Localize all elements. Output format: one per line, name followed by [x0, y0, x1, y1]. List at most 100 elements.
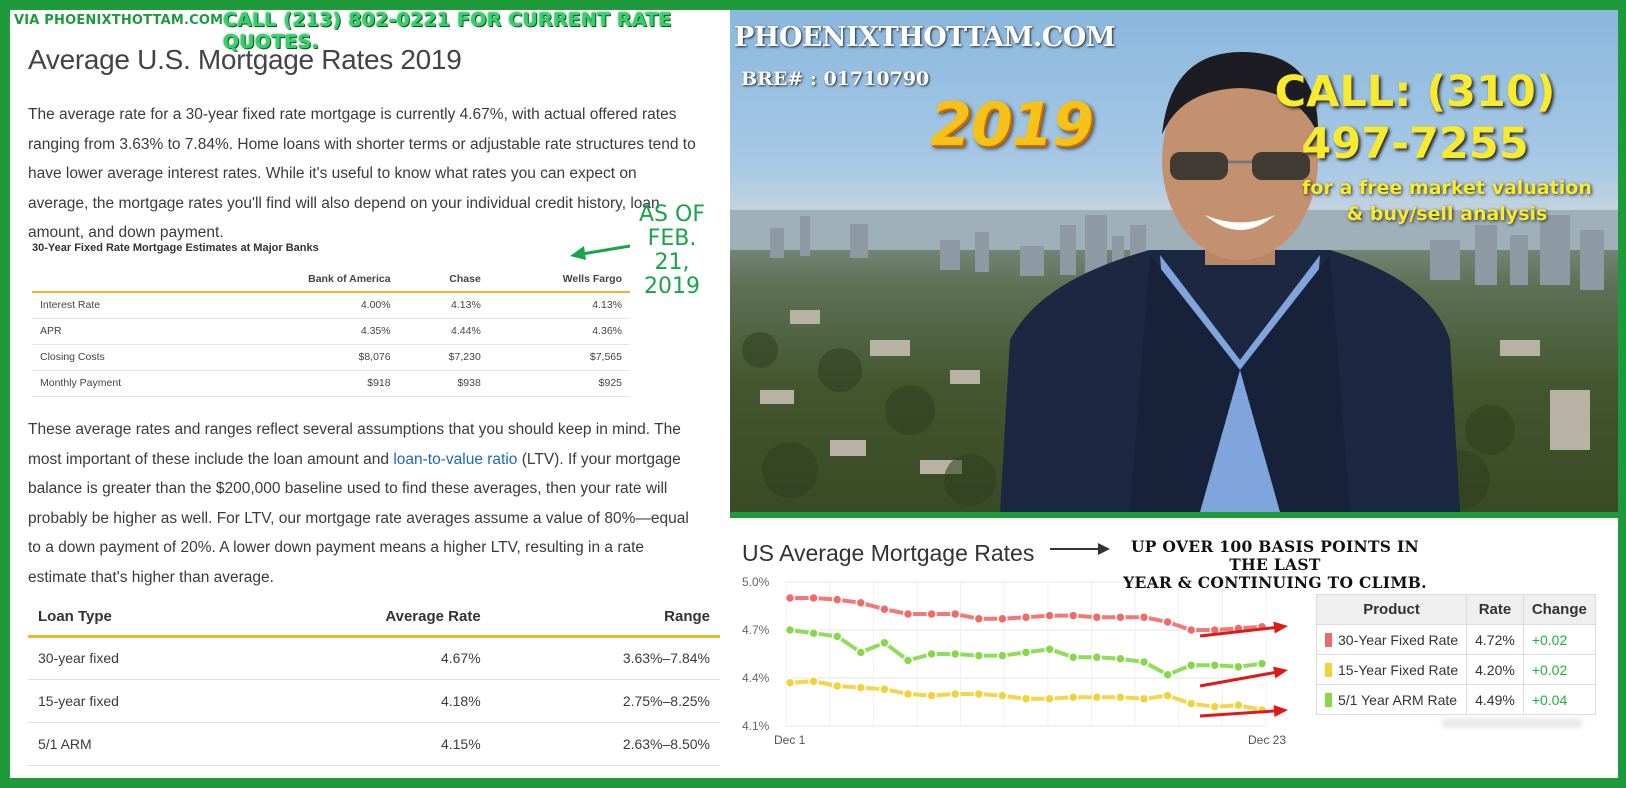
- via-label: VIA PHOENIXTHOTTAM.COM: [14, 13, 224, 28]
- data-point: [926, 608, 937, 620]
- red-arrowhead-icon: [1273, 666, 1288, 679]
- data-point: [1138, 693, 1150, 705]
- current-rates-table: Product Rate Change 30-Year Fixed Rate 4…: [1315, 594, 1596, 715]
- data-point: [1138, 656, 1150, 668]
- column-header: Change: [1522, 594, 1596, 625]
- rates-article-panel: VIA PHOENIXTHOTTAM.COM CALL (213) 802-02…: [10, 9, 730, 778]
- column-header: Chase: [398, 266, 489, 293]
- table-row: APR 4.35% 4.44% 4.36%: [32, 318, 630, 345]
- change-cell: +0.04: [1522, 684, 1596, 715]
- bre-license-number: BRE# : 01710790: [741, 68, 930, 90]
- red-arrow-icon: [1199, 709, 1279, 718]
- product-name: 30-Year Fixed Rate: [1338, 631, 1459, 648]
- rate-range: 2.75%–8.25%: [490, 679, 720, 723]
- data-point: [973, 688, 985, 700]
- table-row: 30-Year Fixed Rate 4.72% +0.02: [1315, 624, 1596, 655]
- row-label: APR: [32, 318, 215, 345]
- as-of-date-note: AS OF FEB. 21, 2019: [622, 203, 722, 299]
- arrow-left-icon: [570, 244, 631, 260]
- city-skyline-illustration: [730, 210, 1618, 510]
- ltv-link[interactable]: loan-to-value ratio: [393, 450, 518, 468]
- table-row: 15-year fixed 4.18% 2.75%–8.25%: [28, 679, 720, 723]
- data-point: [1162, 616, 1173, 628]
- series-swatch: [1325, 662, 1332, 677]
- call-line: 497-7255: [1301, 119, 1529, 169]
- table-header-row: Product Rate Change: [1315, 594, 1596, 625]
- chart-title: US Average Mortgage Rates: [742, 540, 1035, 566]
- loan-type-table: Loan Type Average Rate Range 30-year fix…: [28, 598, 720, 766]
- data-point: [997, 690, 1008, 701]
- cell: $938: [398, 370, 489, 397]
- data-point: [1209, 659, 1221, 671]
- data-point: [1091, 611, 1103, 623]
- blurred-footnote: [1442, 718, 1582, 728]
- data-point: [949, 648, 961, 660]
- y-tick-label: 4.4%: [742, 671, 770, 685]
- product-cell: 15-Year Fixed Rate: [1315, 654, 1468, 685]
- as-of-line: FEB.: [647, 226, 697, 251]
- data-point: [949, 688, 961, 700]
- tagline-line: for a free market valuation: [1302, 177, 1592, 199]
- data-point: [855, 647, 867, 658]
- data-point: [855, 597, 867, 609]
- loan-type: 5/1 ARM: [28, 722, 244, 766]
- change-cell: +0.02: [1522, 624, 1596, 655]
- page-title: Average U.S. Mortgage Rates 2019: [28, 44, 462, 75]
- data-point: [831, 631, 843, 642]
- cell: $8,076: [214, 344, 399, 371]
- data-point: [855, 682, 867, 693]
- data-point: [831, 594, 843, 605]
- data-point: [784, 624, 796, 636]
- y-tick-label: 5.0%: [742, 575, 770, 589]
- data-point: [1185, 624, 1197, 636]
- column-header: Range: [490, 598, 720, 638]
- data-point: [831, 680, 843, 692]
- data-point: [902, 655, 914, 666]
- cell: $925: [488, 370, 630, 397]
- table-row: 30-year fixed 4.67% 3.63%–7.84%: [28, 636, 720, 680]
- data-point: [1020, 693, 1032, 705]
- table-row: Monthly Payment $918 $938 $925: [32, 370, 630, 397]
- data-point: [1044, 610, 1055, 621]
- as-of-line: 21,: [654, 250, 690, 275]
- data-point: [1185, 698, 1197, 709]
- valuation-tagline: for a free market valuation & buy/sell a…: [1282, 175, 1612, 227]
- average-rate: 4.67%: [243, 636, 491, 680]
- x-tick-label: Dec 1: [774, 733, 806, 747]
- rate-cell: 4.20%: [1466, 654, 1524, 685]
- loan-type: 30-year fixed: [28, 636, 244, 680]
- average-rate: 4.18%: [243, 679, 491, 723]
- cell: $7,230: [398, 344, 489, 371]
- table-row: 15-Year Fixed Rate 4.20% +0.02: [1315, 654, 1596, 685]
- y-tick-label: 4.7%: [742, 623, 770, 637]
- data-point: [902, 688, 914, 700]
- data-point: [997, 650, 1008, 661]
- agent-portrait: [1000, 51, 1460, 512]
- data-point: [1020, 647, 1032, 658]
- red-arrowhead-icon: [1273, 704, 1288, 717]
- column-header: [32, 266, 215, 293]
- data-point: [879, 603, 890, 615]
- table-row: Closing Costs $8,076 $7,230 $7,565: [32, 344, 630, 371]
- data-point: [1209, 701, 1221, 713]
- cell: 4.00%: [214, 292, 399, 319]
- data-point: [973, 650, 985, 661]
- bank-estimates-table: Bank of America Chase Wells Fargo Intere…: [32, 266, 630, 397]
- as-of-line: AS OF: [639, 202, 705, 227]
- series-swatch: [1325, 692, 1332, 707]
- data-point: [1256, 658, 1268, 669]
- red-arrow-icon: [1199, 670, 1279, 688]
- product-cell: 5/1 Year ARM Rate: [1315, 684, 1468, 715]
- agent-photo-banner: PHOENIXTHOTTAM.COM BRE# : 01710790 2019 …: [730, 10, 1618, 512]
- data-point: [808, 675, 819, 687]
- column-header: Product: [1315, 594, 1468, 625]
- rate-cell: 4.72%: [1466, 624, 1524, 655]
- year-badge: 2019: [930, 90, 1094, 160]
- loan-type: 15-year fixed: [28, 679, 244, 723]
- note-line: YEAR & CONTINUING TO CLIMB.: [1123, 573, 1427, 592]
- cell: $7,565: [488, 344, 630, 371]
- data-point: [1067, 691, 1079, 703]
- site-watermark: PHOENIXTHOTTAM.COM: [734, 22, 1116, 53]
- column-header: Rate: [1466, 594, 1524, 625]
- cell: 4.36%: [488, 318, 630, 345]
